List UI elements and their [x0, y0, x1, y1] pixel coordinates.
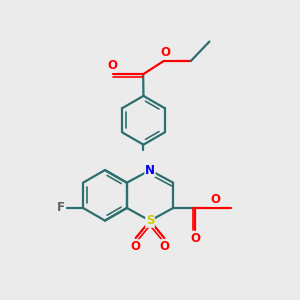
Text: O: O	[131, 240, 141, 253]
Text: O: O	[107, 59, 117, 72]
Text: F: F	[57, 202, 65, 214]
Text: N: N	[145, 164, 155, 177]
Text: O: O	[190, 232, 200, 245]
Text: O: O	[210, 193, 220, 206]
Text: O: O	[160, 46, 170, 59]
Text: O: O	[159, 240, 169, 253]
Text: S: S	[146, 214, 154, 227]
